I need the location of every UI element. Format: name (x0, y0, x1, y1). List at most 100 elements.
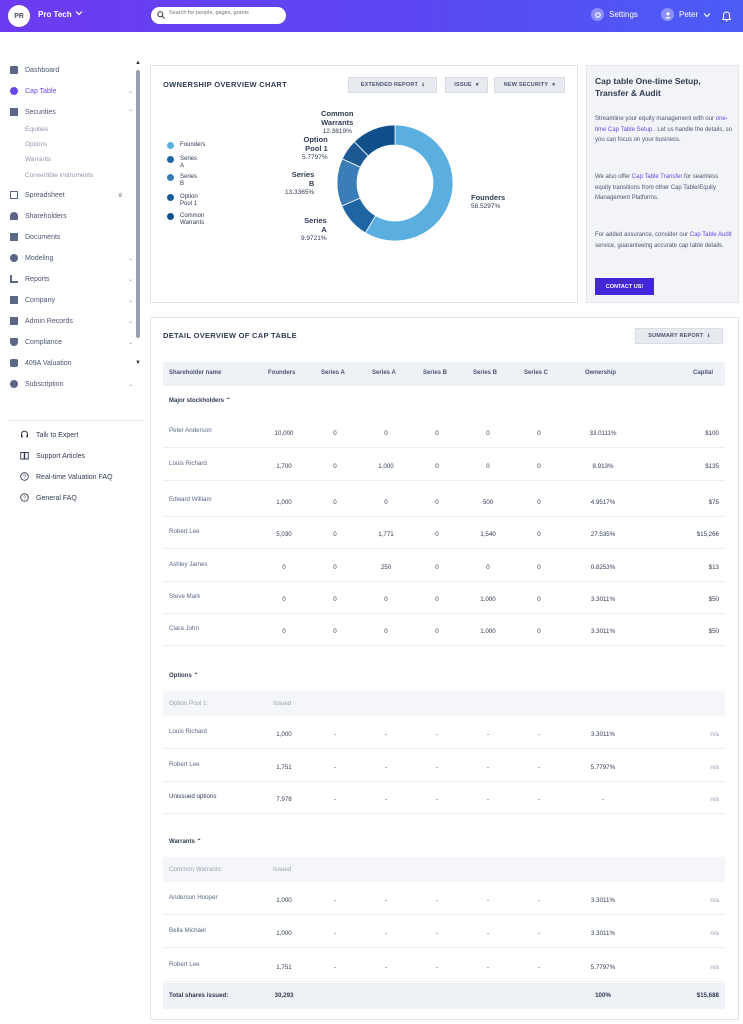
user-menu[interactable]: Peter (661, 8, 711, 21)
scroll-down-icon[interactable]: ▼ (135, 360, 141, 366)
table-row[interactable]: Bella Michael 1,000 - - - - - 3.3011% n/a (163, 916, 725, 948)
scroll-up-icon[interactable]: ▲ (135, 60, 141, 66)
sidebar-item-reports[interactable]: Reports ⌄ (10, 275, 135, 283)
bell-icon[interactable] (721, 9, 732, 27)
help-support-articles[interactable]: Support Articles (20, 451, 85, 462)
shield-icon (10, 338, 18, 346)
value-cell: 0 (435, 628, 439, 635)
summary-report-button[interactable]: SUMMARY REPORT ⭳ (635, 328, 723, 344)
table-row[interactable]: Robert Lee 5,030 0 1,771 0 1,540 0 27.535% $15,2… (163, 517, 725, 549)
settings-button[interactable]: Settings (591, 8, 638, 21)
button-label: EXTENDED REPORT (360, 82, 419, 88)
sidebar-item-documents[interactable]: Documents (10, 233, 135, 241)
org-name[interactable]: Pro Tech (38, 10, 72, 19)
sidebar-item-securities[interactable]: Securities ⌃ (10, 108, 135, 116)
donut-slice[interactable] (364, 124, 454, 242)
ownership-cell: 3.3011% (591, 628, 615, 635)
column-header[interactable]: Series A (321, 370, 345, 376)
column-header[interactable]: Series B (473, 370, 498, 376)
sidebar-subitem-options[interactable]: Options (25, 141, 48, 148)
chevron-up-icon: ⌃ (225, 398, 231, 404)
column-header[interactable]: Series C (524, 370, 549, 376)
sidebar-item-modeling[interactable]: Modeling ⌄ (10, 254, 135, 262)
table-row[interactable]: Unissued options 7,978 - - - - - - n/a (163, 782, 725, 814)
value-cell: 0 (333, 596, 337, 603)
table-row[interactable]: Ashley James 0 0 250 0 0 0 0.8253% $13 (163, 550, 725, 582)
scrollbar-thumb[interactable] (136, 70, 140, 338)
column-header[interactable]: Series B (423, 370, 448, 376)
value-cell: - (384, 897, 388, 904)
audit-link[interactable]: Cap Table Audit (689, 232, 732, 238)
slice-label-option-pool: Option Pool 1 5.7797% (302, 136, 328, 162)
sidebar-subitem-equities[interactable]: Equities (25, 126, 49, 133)
value-cell: 1,000 (276, 731, 292, 738)
value-cell: - (435, 897, 439, 904)
common-warrants-label: Common Warrants: (169, 866, 223, 873)
value-cell: 0 (537, 499, 541, 506)
options-toggle[interactable]: Options ⌃ (169, 672, 198, 679)
column-header[interactable]: Series A (372, 370, 396, 376)
sidebar-item-dashboard[interactable]: Dashboard (10, 66, 135, 74)
column-header[interactable]: Capital (693, 370, 714, 376)
help-general-faq[interactable]: ? General FAQ (20, 493, 77, 504)
column-header[interactable]: Founders (268, 370, 296, 376)
table-row[interactable]: Anderson Hooper 1,000 - - - - - 3.3011% n/a (163, 883, 725, 915)
sidebar-item-company[interactable]: Company ⌄ (10, 296, 135, 304)
new-security-button[interactable]: NEW SECURITY ▾ (494, 77, 565, 93)
extended-report-button[interactable]: EXTENDED REPORT ⭳ (348, 77, 437, 93)
slice-label-name: Series (304, 216, 327, 225)
slice-label-common-warrants: Common Warrants 12.3819% (321, 110, 354, 136)
column-header[interactable]: Ownership (585, 370, 617, 376)
sidebar-subitem-warrants[interactable]: Warrants (25, 156, 52, 163)
sidebar-item-409a[interactable]: 409A Valuation (10, 359, 135, 367)
sidebar-item-shareholders[interactable]: Shareholders (10, 212, 135, 220)
table-row[interactable]: Louis Richard 1,000 - - - - - 3.3011% n/a (163, 717, 725, 749)
help-talk-to-expert[interactable]: Talk to Expert (20, 430, 78, 441)
search-input[interactable] (169, 10, 281, 16)
sidebar-item-compliance[interactable]: Compliance ⌄ (10, 338, 135, 346)
issue-button[interactable]: ISSUE ▾ (445, 77, 488, 93)
table-header: Shareholder name Founders Series A Serie… (163, 362, 725, 386)
org-avatar[interactable]: PR (8, 5, 30, 27)
sidebar-item-cap-table[interactable]: Cap Table ⌄ (10, 87, 135, 95)
major-stockholders-toggle[interactable]: Major stockholders ⌃ (169, 397, 231, 404)
sidebar-subitem-convertible[interactable]: Convertible instruments (25, 172, 94, 179)
help-valuation-faq[interactable]: ? Real-time Valuation FAQ (20, 472, 113, 483)
value-cell: - (435, 930, 439, 937)
ownership-cell: 3.3011% (591, 731, 615, 738)
setup-link[interactable]: one-time Cap Table Setup (595, 116, 728, 133)
svg-text:?: ? (23, 495, 26, 501)
legend-item: Option Pool 1 (167, 194, 198, 208)
table-row[interactable]: Steve Mark 0 0 0 0 1,000 0 3.3011% $50 (163, 582, 725, 614)
transfer-link[interactable]: Cap Table Transfer (631, 174, 683, 180)
search-box[interactable] (151, 7, 286, 24)
sidebar-item-admin-records[interactable]: Admin Records ⌄ (10, 317, 135, 325)
table-row[interactable]: Robert Lee 1,751 - - - - - 5.7797% n/a (163, 950, 725, 982)
warrants-toggle[interactable]: Warrants ⌃ (169, 838, 202, 845)
folder-icon (10, 233, 18, 241)
card-title: DETAIL OVERVIEW OF CAP TABLE (163, 331, 297, 340)
chevron-up-icon: ⌃ (193, 673, 199, 679)
table-row[interactable]: Peter Anderson 10,000 0 0 0 0 0 33.0111% $100 (163, 416, 725, 448)
user-name: Peter (679, 10, 699, 19)
ownership-cell: 5.7797% (590, 964, 616, 971)
table-row[interactable]: Louis Richard 1,700 0 1,000 0 0 0 8.913% $135 (163, 449, 725, 481)
sidebar-item-subscription[interactable]: Subscription ⌄ (10, 380, 135, 388)
value-cell: 1,000 (276, 499, 292, 506)
help-label: General FAQ (36, 495, 77, 502)
donut-slice[interactable] (353, 124, 396, 157)
value-cell: 1,000 (378, 463, 394, 470)
column-header[interactable]: Shareholder name (169, 370, 222, 376)
section-label: Warrants (169, 839, 195, 845)
table-row[interactable]: Edward William 1,000 0 0 0 500 0 4.9517% $75 (163, 485, 725, 517)
info-text: . Let us handle the details, so you can … (595, 126, 732, 144)
chevron-down-icon[interactable] (75, 9, 83, 18)
table-row[interactable]: Clara John 0 0 0 0 1,000 0 3.3011% $50 (163, 614, 725, 646)
sidebar-item-spreadsheet[interactable]: Spreadsheet ♛ (10, 191, 135, 199)
value-cell: 0 (435, 564, 439, 571)
table-row[interactable]: Robert Lee 1,751 - - - - - 5.7797% n/a (163, 750, 725, 782)
value-cell: 0 (333, 463, 337, 470)
spreadsheet-icon (10, 191, 18, 199)
sidebar-scrollbar[interactable]: ▲ ▼ (135, 60, 141, 370)
contact-us-button[interactable]: CONTACT US! (595, 278, 654, 295)
